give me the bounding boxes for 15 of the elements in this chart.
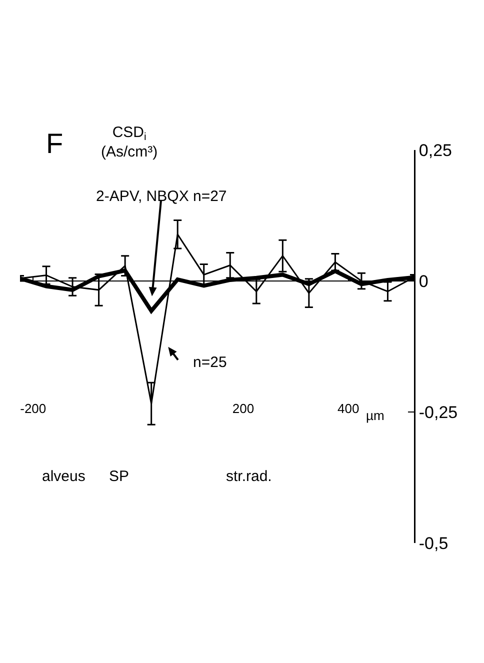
x-tick-label: 400 [337, 400, 360, 416]
y-tick-label: 0,25 [418, 140, 452, 160]
y-tick-label: -0,5 [418, 534, 448, 553]
annotation: alveus [42, 468, 86, 485]
annotation: n=25 [193, 354, 227, 371]
y-tick-label: 0 [418, 272, 428, 291]
x-tick-label: -200 [20, 400, 46, 416]
annotation: 2-APV, NBQX n=27 [96, 188, 227, 205]
annotation: str.rad. [226, 468, 272, 485]
annotation: SP [109, 468, 130, 485]
chart-title: F [46, 128, 64, 159]
x-axis-title: µm [366, 408, 384, 423]
y-axis-title: CSD$_{i}$ (As/cm³) [101, 124, 158, 160]
x-tick-label: 200 [232, 400, 254, 416]
y-tick-label: -0,25 [418, 402, 458, 422]
